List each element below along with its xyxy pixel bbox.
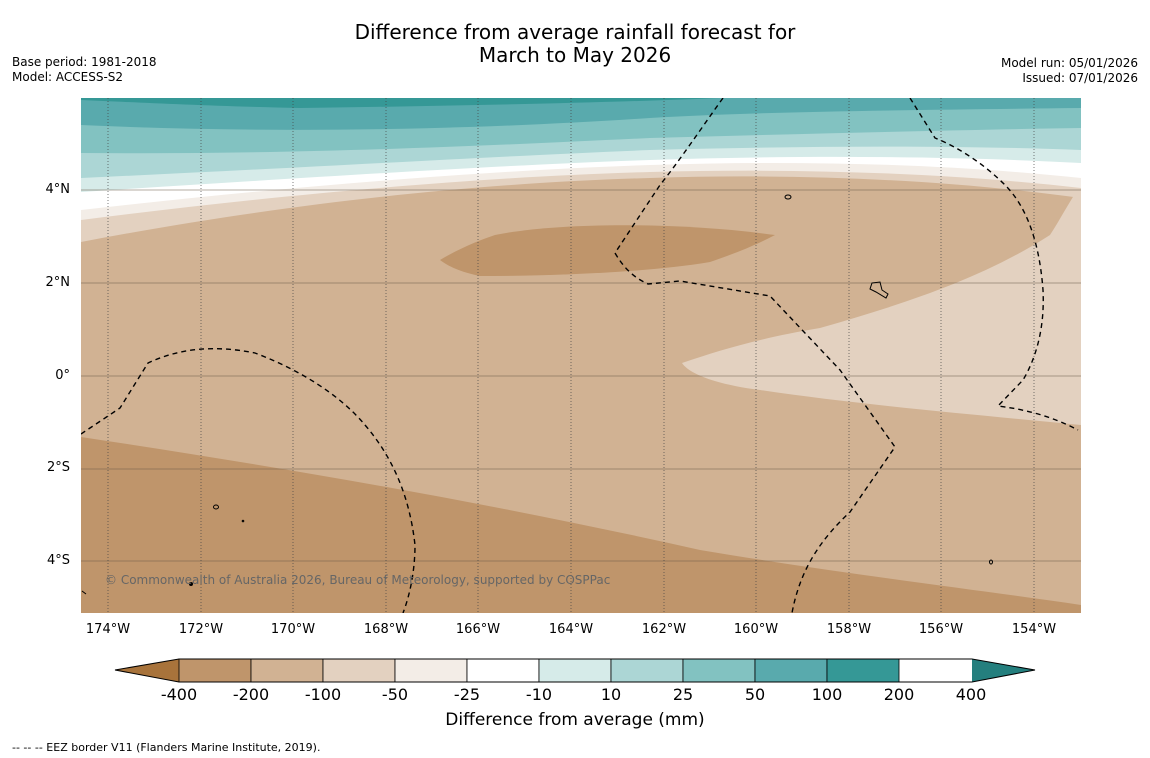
colorbar-label-7: 25 [672, 685, 694, 704]
lat-label-0: 0° [55, 368, 70, 383]
lon-label-162w: 162°W [641, 622, 687, 637]
lon-label-158w: 158°W [826, 622, 872, 637]
islands [81, 194, 993, 595]
colorbar-label-1: -200 [232, 685, 270, 704]
colorbar-label-6: 10 [600, 685, 622, 704]
island-central [869, 281, 889, 299]
base-period: Base period: 1981-2018 [12, 55, 157, 69]
colorbar-label-0: -400 [160, 685, 198, 704]
colorbar-label-5: -10 [525, 685, 553, 704]
fill-band-200 [81, 98, 720, 108]
lon-label-154w: 154°W [1011, 622, 1057, 637]
meta-left: Base period: 1981-2018 Model: ACCESS-S2 [12, 55, 157, 85]
fill-east-light [682, 185, 1081, 425]
colorbar-cell [466, 658, 540, 683]
lon-label-156w: 156°W [918, 622, 964, 637]
colorbar-cells [178, 658, 900, 683]
island-dot [189, 582, 193, 586]
island-small [241, 519, 245, 523]
map-title-line2: March to May 2026 [478, 43, 672, 67]
lon-label-166w: 166°W [455, 622, 501, 637]
eez-legend-footer: -- -- -- EEZ border V11 (Flanders Marine… [12, 741, 321, 754]
eez-border-west [81, 347, 416, 613]
lon-label-174w: 174°W [85, 622, 131, 637]
colorbar-cell [250, 658, 324, 683]
copyright-notice: © Commonwealth of Australia 2026, Bureau… [105, 573, 611, 587]
lat-label-4n: 4°N [45, 182, 71, 197]
map-title-line1: Difference from average rainfall forecas… [354, 20, 796, 44]
colorbar-cell [754, 658, 828, 683]
lon-label-172w: 172°W [178, 622, 224, 637]
lon-label-160w: 160°W [733, 622, 779, 637]
island-north [784, 194, 792, 200]
eez-border-east [909, 98, 1079, 431]
colorbar [114, 658, 1036, 683]
model-name: Model: ACCESS-S2 [12, 70, 124, 84]
meta-right: Model run: 05/01/2026 Issued: 07/01/2026 [1001, 56, 1138, 86]
lat-gridlines [81, 189, 1081, 562]
colorbar-title: Difference from average (mm) [445, 710, 705, 730]
island-southwest [213, 504, 219, 510]
fill-south-dark [81, 437, 1081, 613]
colorbar-label-9: 100 [811, 685, 843, 704]
fill-north-dark-blob [440, 225, 775, 276]
colorbar-label-3: -50 [381, 685, 409, 704]
colorbar-cell [394, 658, 468, 683]
lon-label-170w: 170°W [270, 622, 316, 637]
map-fill-layers [81, 98, 1081, 613]
colorbar-outline [114, 658, 1036, 683]
colorbar-cell [322, 658, 396, 683]
colorbar-cell [178, 658, 252, 683]
colorbar-label-4: -25 [453, 685, 481, 704]
colorbar-cell [538, 658, 612, 683]
lat-label-2n: 2°N [45, 275, 71, 290]
lon-label-164w: 164°W [548, 622, 594, 637]
colorbar-label-10: 200 [883, 685, 915, 704]
colorbar-cell [826, 658, 900, 683]
model-run: Model run: 05/01/2026 [1000, 56, 1138, 70]
island-southeast [989, 559, 993, 565]
lat-label-2s: 2°S [46, 460, 70, 475]
colorbar-extend-right [972, 659, 1035, 682]
lon-label-168w: 168°W [363, 622, 409, 637]
lat-label-4s: 4°S [46, 553, 70, 568]
lon-gridlines [107, 98, 1035, 613]
colorbar-label-2: -100 [304, 685, 342, 704]
island-edge [81, 590, 87, 595]
eez-borders [81, 98, 1079, 613]
colorbar-label-8: 50 [744, 685, 766, 704]
colorbar-cell [682, 658, 756, 683]
eez-border-central [614, 98, 896, 613]
colorbar-label-11: 400 [955, 685, 987, 704]
issued-date: Issued: 07/01/2026 [1022, 71, 1138, 85]
colorbar-extend-left [115, 659, 179, 682]
colorbar-cell [610, 658, 684, 683]
